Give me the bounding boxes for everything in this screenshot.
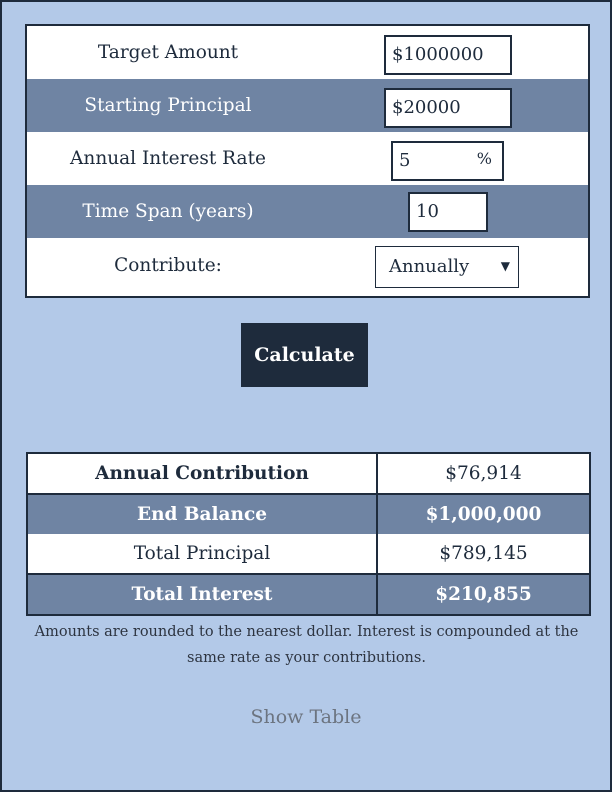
contribute-selected: Annually [389, 256, 470, 277]
interest-rate-label: Annual Interest Rate [70, 148, 266, 169]
input-table: Target Amount $1000000 Starting Principa… [25, 24, 590, 298]
percent-unit: % [476, 149, 492, 168]
rounding-note: Amounts are rounded to the nearest dolla… [34, 624, 579, 666]
time-span-input[interactable]: 10 [408, 192, 488, 232]
total-interest-value: $210,855 [435, 584, 532, 605]
dropdown-arrow-icon: ▼ [500, 259, 510, 273]
starting-principal-label: Starting Principal [84, 95, 252, 116]
time-span-row: Time Span (years) 10 [27, 185, 588, 238]
total-interest-label: Total Interest [28, 575, 378, 614]
contribute-row: Contribute: Annually ▼ [27, 238, 588, 296]
show-table-link[interactable]: Show Table [250, 706, 362, 728]
time-span-value: 10 [416, 201, 439, 222]
results-table: Annual Contribution $76,914 End Balance … [26, 452, 591, 616]
total-interest-row: Total Interest $210,855 [28, 575, 589, 614]
target-amount-row: Target Amount $1000000 [27, 26, 588, 79]
contribute-select[interactable]: Annually ▼ [375, 246, 519, 288]
starting-principal-input[interactable]: $20000 [384, 88, 512, 128]
starting-principal-row: Starting Principal $20000 [27, 79, 588, 132]
total-principal-row: Total Principal $789,145 [28, 534, 589, 574]
end-balance-row: End Balance $1,000,000 [28, 495, 589, 534]
end-balance-value: $1,000,000 [425, 504, 542, 525]
contribute-label: Contribute: [114, 255, 222, 276]
annual-contribution-row: Annual Contribution $76,914 [28, 454, 589, 494]
target-amount-value: $1000000 [392, 44, 484, 65]
interest-rate-row: Annual Interest Rate 5 % [27, 132, 588, 185]
time-span-label: Time Span (years) [82, 201, 254, 222]
interest-rate-value: 5 [399, 150, 411, 171]
row-divider [28, 493, 589, 495]
total-principal-label: Total Principal [28, 534, 378, 574]
end-balance-label: End Balance [28, 495, 378, 534]
annual-contribution-value: $76,914 [445, 463, 522, 484]
target-amount-label: Target Amount [97, 42, 239, 63]
annual-contribution-label: Annual Contribution [28, 454, 378, 494]
starting-principal-value: $20000 [392, 97, 461, 118]
row-divider [28, 573, 589, 575]
calculate-button[interactable]: Calculate [241, 323, 368, 387]
total-principal-value: $789,145 [439, 543, 528, 564]
target-amount-input[interactable]: $1000000 [384, 35, 512, 75]
interest-rate-input[interactable]: 5 % [391, 141, 504, 181]
